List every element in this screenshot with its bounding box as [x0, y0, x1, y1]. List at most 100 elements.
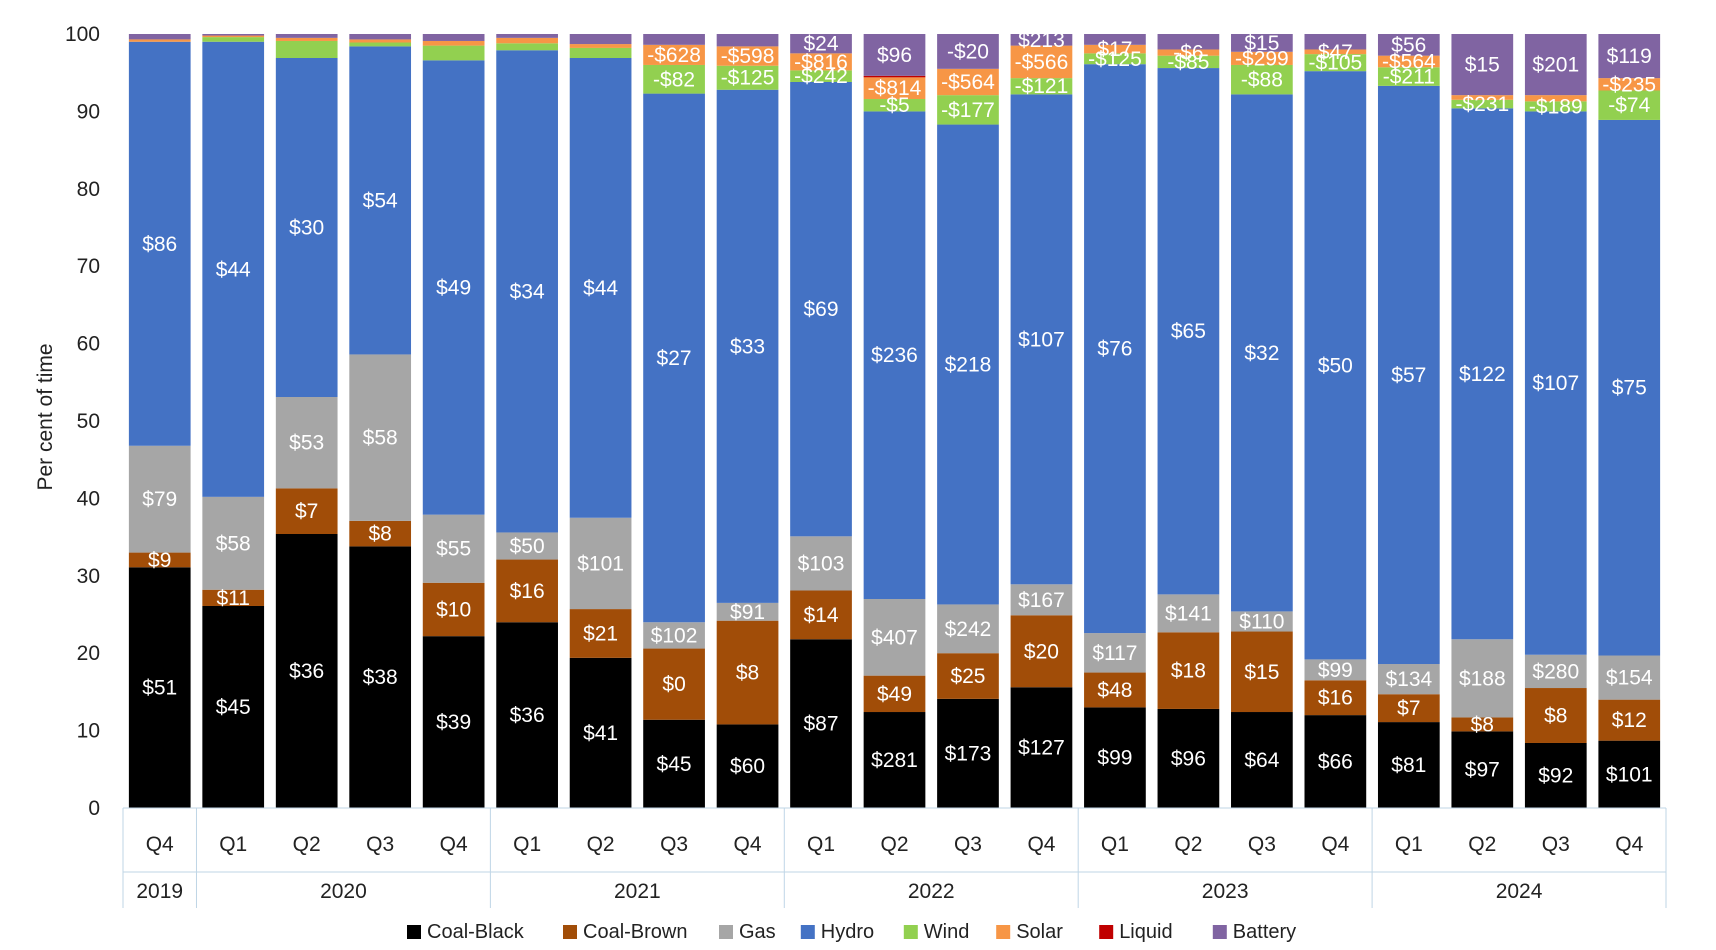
bar-segment-coal-brown [275, 488, 338, 535]
data-label: -$814 [868, 77, 922, 100]
data-label: $127 [1018, 737, 1065, 760]
bar-segment-coal-black [1231, 712, 1293, 808]
legend-swatch-hydro [800, 925, 815, 939]
data-label: $45 [657, 753, 692, 776]
bar-segment-coal-brown [1377, 694, 1440, 723]
bar-segment-hydro [349, 46, 412, 355]
bar-segment-coal-brown [1084, 672, 1146, 708]
bar-segment-hydro [569, 57, 632, 518]
bar-segment-solar [863, 77, 926, 100]
bar-segment-coal-brown [1231, 631, 1293, 713]
x-tick-label: Q4 [1027, 833, 1055, 856]
bar-segment-hydro [202, 41, 265, 497]
bar-segment-wind [1524, 101, 1587, 112]
bar-segment-solar [569, 44, 632, 48]
data-label: $14 [804, 604, 839, 627]
data-label: $134 [1385, 668, 1432, 691]
data-label: $25 [950, 665, 985, 688]
data-label: $167 [1018, 589, 1065, 612]
bar-segment-solar [349, 39, 412, 43]
bar-segment-coal-brown [1598, 699, 1661, 741]
bar-segment-gas [1524, 654, 1587, 689]
data-label: -$5 [879, 94, 909, 117]
x-tick-label: Q4 [146, 833, 174, 856]
bar-segment-coal-black [1524, 742, 1587, 808]
bar-segment-coal-black [790, 639, 852, 808]
bar-segment-wind [349, 42, 412, 47]
y-tick-label: 60 [77, 333, 100, 356]
x-tick-label: Q3 [366, 833, 394, 856]
data-label: $107 [1532, 372, 1579, 395]
bar-segment-gas [643, 622, 705, 649]
x-tick-label: Q3 [1248, 833, 1276, 856]
bar-segment-battery [716, 34, 779, 47]
data-label: -$211 [1383, 66, 1435, 89]
bar-segment-coal-black [496, 622, 558, 808]
bar-segment-solar [422, 40, 485, 46]
legend-label: Solar [1016, 921, 1063, 943]
bar-segment-coal-brown [569, 609, 632, 658]
bar-segment-coal-brown [128, 552, 191, 568]
x-tick-label: Q3 [954, 833, 982, 856]
data-label: -$235 [1602, 73, 1656, 96]
legend-swatch-coal-black [407, 925, 421, 939]
x-tick-label: Q2 [1174, 833, 1202, 856]
legend-swatch-gas [719, 925, 733, 939]
bar-segment-coal-black [349, 546, 412, 808]
legend-label: Wind [924, 921, 970, 943]
bar-segment-battery [202, 34, 265, 36]
bar-segment-solar [1010, 45, 1073, 79]
data-label: $75 [1612, 377, 1647, 400]
x-tick-label: Q2 [1468, 833, 1496, 856]
data-label: -$74 [1608, 94, 1650, 117]
data-label: $15 [1465, 54, 1500, 77]
bar-segment-coal-brown [1451, 717, 1514, 732]
bar-segment-solar [1451, 95, 1514, 100]
data-label: $57 [1391, 364, 1426, 387]
data-label: $154 [1606, 667, 1653, 690]
data-label: $16 [1318, 687, 1353, 710]
bar-segment-coal-black [275, 534, 338, 808]
y-tick-label: 100 [65, 23, 100, 46]
data-label: $9 [148, 549, 171, 572]
bar-segment-battery [863, 34, 926, 76]
bar-segment-wind [716, 65, 779, 90]
x-year-label: 2022 [908, 880, 955, 903]
data-label: $27 [657, 347, 692, 370]
data-label: $36 [289, 660, 324, 683]
bar-segment-coal-brown [202, 589, 265, 606]
data-label: $53 [289, 432, 324, 455]
bar-segment-coal-brown [716, 620, 779, 725]
x-tick-label: Q4 [734, 833, 762, 856]
bar-segment-hydro [1084, 64, 1146, 634]
bar-segment-solar [128, 39, 191, 42]
bar-segment-gas [1231, 611, 1293, 632]
bar-segment-hydro [128, 41, 191, 446]
bar-segment-battery [1451, 34, 1514, 96]
bar-segment-battery [1084, 34, 1146, 45]
bar-segment-gas [1304, 659, 1367, 681]
data-label: $87 [804, 713, 839, 736]
data-label: $119 [1607, 45, 1652, 68]
data-label: -$231 [1455, 93, 1509, 116]
bar-segment-wind [1598, 90, 1661, 120]
bar-segment-coal-black [1304, 715, 1367, 808]
x-tick-label: Q4 [440, 833, 468, 856]
data-label: -$189 [1529, 95, 1583, 118]
bar-segment-battery [1010, 34, 1073, 46]
x-year-label: 2019 [136, 880, 183, 903]
data-label: $10 [436, 598, 471, 621]
bar-segment-gas [1010, 584, 1073, 616]
legend-label: Coal-Black [427, 921, 525, 943]
bar-segment-coal-black [1377, 722, 1440, 808]
bar-segment-hydro [422, 60, 485, 515]
data-label: $44 [216, 258, 251, 281]
x-tick-label: Q4 [1615, 833, 1643, 856]
x-tick-label: Q3 [660, 833, 688, 856]
y-tick-label: 10 [77, 720, 100, 743]
data-label: $50 [1318, 354, 1353, 377]
bar-segment-wind [496, 43, 558, 51]
bar-segment-solar [937, 68, 999, 96]
bar-segment-coal-brown [1524, 688, 1587, 743]
x-tick-label: Q4 [1321, 833, 1349, 856]
